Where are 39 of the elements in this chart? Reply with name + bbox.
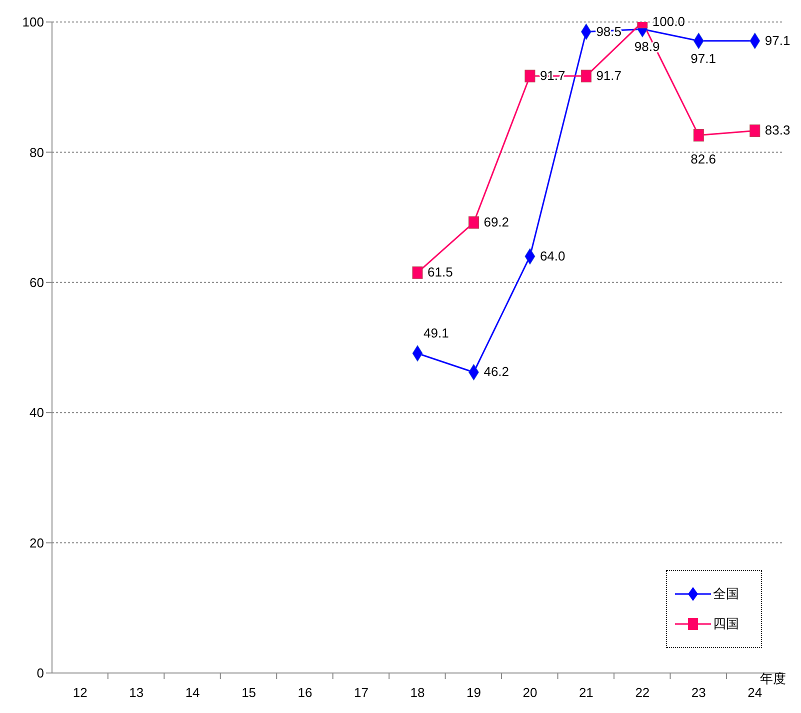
y-tick-label: 100	[22, 14, 44, 30]
data-label: 97.1	[764, 32, 790, 48]
x-tick-label: 24	[748, 685, 762, 700]
x-tick-label: 16	[298, 685, 312, 700]
x-axis-title: 年度	[760, 671, 786, 688]
y-tick-label: 20	[30, 535, 44, 550]
data-label: 49.1	[424, 325, 449, 340]
x-tick-label: 22	[635, 685, 650, 700]
y-tick-label: 60	[30, 275, 44, 290]
point	[693, 129, 704, 142]
x-tick-label: 20	[522, 685, 538, 700]
x-tick-label: 14	[185, 685, 200, 700]
y-tick-label: 40	[30, 405, 44, 420]
data-label: 100.0	[652, 14, 685, 29]
x-tick-label: 17	[354, 685, 369, 700]
y-tick-label: 80	[30, 144, 44, 160]
x-tick-label: 13	[129, 685, 144, 700]
data-label: 91.7	[596, 68, 622, 84]
point	[468, 216, 479, 229]
x-tick-label: 23	[691, 685, 706, 700]
x-tick-label: 21	[578, 685, 594, 700]
x-tick-label: 15	[242, 685, 256, 700]
x-tick-label: 19	[466, 685, 481, 700]
data-label: 97.1	[690, 50, 716, 66]
point	[412, 266, 423, 279]
data-label: 82.6	[690, 151, 716, 166]
legend-label: 全国	[713, 586, 739, 603]
data-label: 83.3	[764, 122, 790, 138]
data-label: 69.2	[484, 214, 510, 230]
data-label: 61.5	[428, 264, 453, 280]
x-tick-label: 18	[410, 685, 425, 700]
point	[750, 124, 760, 137]
data-label: 64.0	[540, 248, 566, 264]
y-tick-label: 0	[36, 666, 44, 681]
legend-label: 四国	[713, 616, 739, 633]
point	[524, 70, 536, 82]
x-tick-label: 12	[72, 685, 88, 700]
data-label: 46.2	[484, 364, 510, 380]
point	[580, 70, 592, 82]
